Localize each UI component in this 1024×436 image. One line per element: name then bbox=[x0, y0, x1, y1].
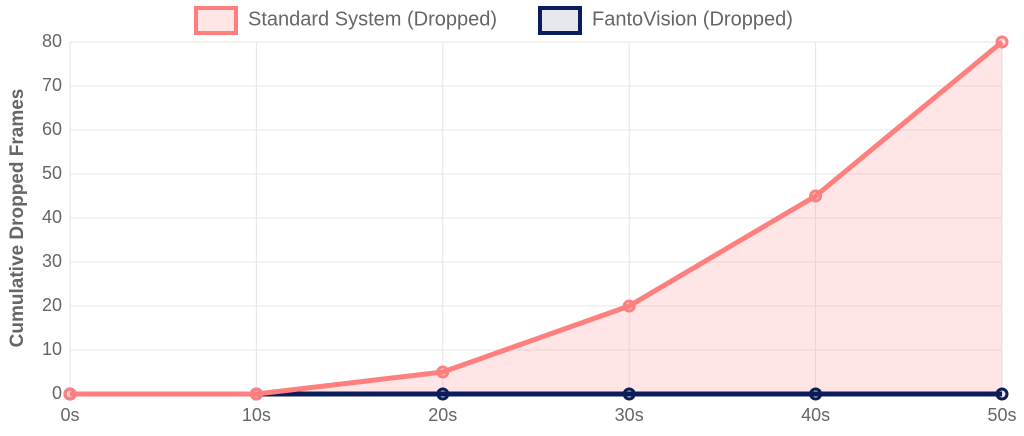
y-tick-label: 50 bbox=[42, 163, 62, 183]
y-tick-label: 30 bbox=[42, 251, 62, 271]
legend-swatch bbox=[194, 6, 238, 35]
legend-label: FantoVision (Dropped) bbox=[592, 8, 793, 30]
point bbox=[436, 365, 450, 379]
y-axis-label: Cumulative Dropped Frames bbox=[7, 89, 28, 348]
point bbox=[995, 35, 1009, 49]
point bbox=[249, 387, 263, 401]
x-tick-label: 10s bbox=[242, 405, 271, 425]
legend-label: Standard System (Dropped) bbox=[248, 8, 497, 30]
line bbox=[70, 40, 1004, 397]
point bbox=[622, 299, 636, 313]
x-tick-label: 20s bbox=[428, 405, 457, 425]
point bbox=[809, 189, 823, 203]
y-tick-label: 60 bbox=[42, 119, 62, 139]
area bbox=[70, 42, 1002, 394]
y-tick-label: 0 bbox=[52, 383, 62, 403]
y-tick-label: 40 bbox=[42, 207, 62, 227]
y-tick-label: 20 bbox=[42, 295, 62, 315]
y-tick-label: 10 bbox=[42, 339, 62, 359]
y-tick-label: 80 bbox=[42, 31, 62, 51]
x-tick-label: 50s bbox=[987, 405, 1016, 425]
point bbox=[809, 387, 823, 401]
point bbox=[63, 387, 77, 401]
point bbox=[622, 387, 636, 401]
point bbox=[436, 387, 450, 401]
x-tick-label: 40s bbox=[801, 405, 830, 425]
y-tick-label: 70 bbox=[42, 75, 62, 95]
x-tick-label: 30s bbox=[615, 405, 644, 425]
point bbox=[995, 387, 1009, 401]
legend-swatch bbox=[538, 6, 582, 35]
x-tick-label: 0s bbox=[60, 405, 79, 425]
